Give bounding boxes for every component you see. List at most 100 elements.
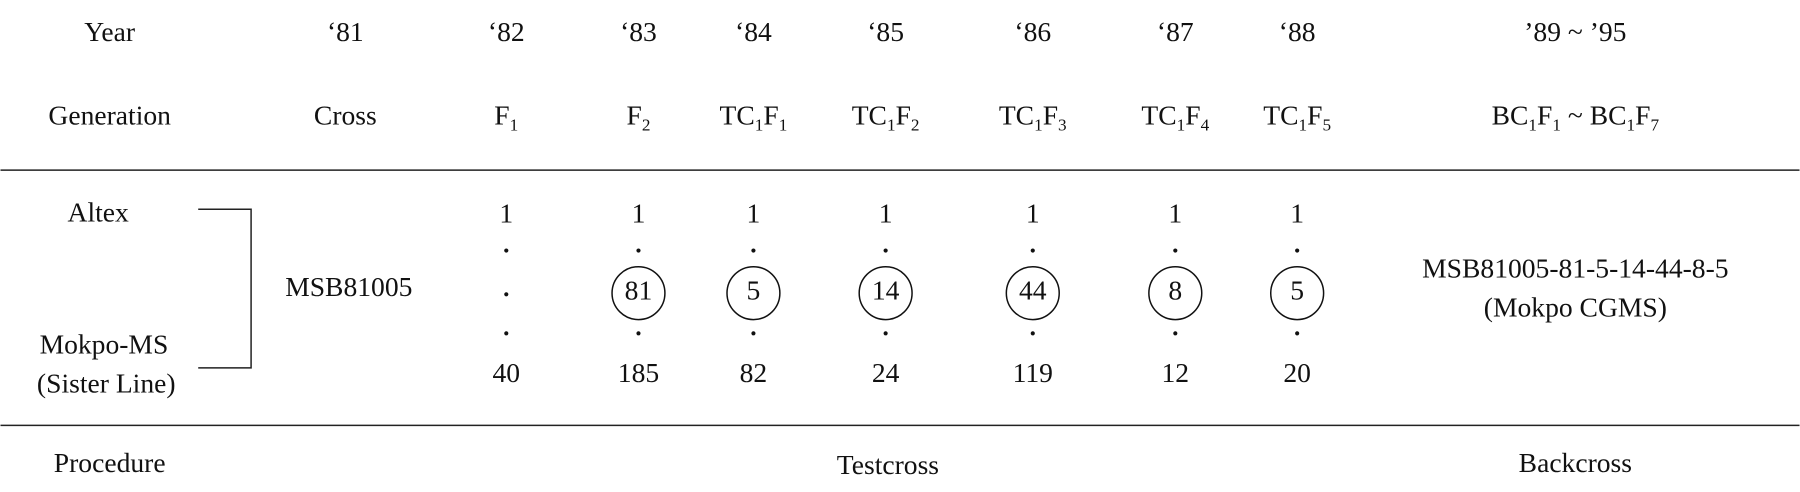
subscript: 1 [887, 115, 896, 134]
population-size: 119 [1013, 357, 1053, 388]
population-start: 1 [1026, 197, 1040, 228]
population-start: 1 [1168, 197, 1182, 228]
selected-line: 5 [747, 274, 761, 305]
selection-ring [1148, 265, 1203, 321]
year: ‘83 [620, 16, 657, 47]
generation-text: F [1537, 100, 1552, 131]
selection-ring [726, 265, 781, 321]
row-label: Generation [48, 100, 171, 131]
generation: TC1F2 [852, 100, 920, 135]
row-label: Year [84, 16, 135, 47]
generation-text: F [763, 100, 778, 131]
population-start: 1 [747, 197, 761, 228]
dot [1295, 248, 1300, 253]
generation-text: Cross [314, 100, 377, 131]
subscript: 1 [1298, 115, 1307, 134]
population-size: 24 [872, 357, 900, 388]
generation-text: F [896, 100, 911, 131]
selected-line: 14 [872, 274, 900, 305]
dot [504, 248, 509, 253]
generation-text: TC [1141, 100, 1176, 131]
generation: BC1F1 ~ BC1F7 [1492, 100, 1660, 135]
parent: (Sister Line) [37, 368, 176, 399]
generation: TC1F5 [1263, 100, 1331, 135]
procedure: Backcross [1519, 447, 1632, 478]
dot [883, 248, 888, 253]
generation: F2 [626, 100, 650, 135]
procedure: Testcross [837, 449, 939, 480]
dot [1295, 331, 1300, 336]
selected-line: 5 [1290, 274, 1304, 305]
subscript: 1 [1552, 115, 1561, 134]
generation: TC1F3 [999, 100, 1067, 135]
population-size: 82 [740, 357, 768, 388]
generation-text: TC [999, 100, 1034, 131]
year: ’89 ~ ’95 [1524, 16, 1626, 47]
selection-ring [1269, 265, 1325, 321]
generation-text: F [1307, 100, 1322, 131]
subscript: 3 [1058, 115, 1067, 134]
population-start: 1 [1290, 197, 1304, 228]
selected-line: 44 [1019, 274, 1047, 305]
dot [1030, 331, 1035, 336]
cross-bracket [198, 208, 252, 369]
population-start: 1 [632, 197, 646, 228]
year: ‘84 [735, 16, 772, 47]
generation-text: BC [1492, 100, 1529, 131]
dot [1030, 248, 1035, 253]
year: ‘85 [867, 16, 904, 47]
subscript: 1 [779, 115, 788, 134]
subscript: 1 [1034, 115, 1043, 134]
generation: Cross [314, 100, 377, 131]
dot [751, 248, 756, 253]
generation-text: F [1185, 100, 1200, 131]
year: ‘88 [1279, 16, 1316, 47]
year: ‘82 [488, 16, 525, 47]
parent: Mokpo-MS [40, 328, 169, 359]
dot [883, 331, 888, 336]
generation: F1 [494, 100, 518, 135]
selection-ring [858, 265, 913, 321]
year: ‘87 [1157, 16, 1194, 47]
generation-text: F [494, 100, 509, 131]
generation-text: ~ BC [1561, 100, 1626, 131]
subscript: 1 [510, 115, 519, 134]
subscript: 1 [755, 115, 764, 134]
subscript: 1 [1528, 115, 1537, 134]
generation-text: TC [852, 100, 887, 131]
dot [636, 248, 641, 253]
year: ‘81 [327, 16, 364, 47]
subscript: 1 [1626, 115, 1635, 134]
subscript: 2 [911, 115, 920, 134]
population-size: 20 [1283, 357, 1311, 388]
subscript: 5 [1322, 115, 1331, 134]
result: (Mokpo CGMS) [1484, 292, 1667, 323]
subscript: 4 [1201, 115, 1210, 134]
cross-name: MSB81005 [285, 271, 412, 302]
population-size: 40 [492, 357, 520, 388]
population-size: 185 [618, 357, 659, 388]
subscript: 1 [1177, 115, 1186, 134]
row-label: Procedure [54, 447, 166, 478]
population-start: 1 [499, 197, 513, 228]
population-size: 12 [1162, 357, 1190, 388]
dot [1173, 331, 1178, 336]
generation-text: F [1043, 100, 1058, 131]
dot [504, 331, 509, 336]
year: ‘86 [1014, 16, 1051, 47]
parent: Altex [68, 196, 129, 227]
subscript: 2 [642, 115, 651, 134]
generation: TC1F1 [720, 100, 788, 135]
generation-text: TC [720, 100, 755, 131]
dot [504, 292, 509, 297]
dot [636, 331, 641, 336]
generation-text: F [1635, 100, 1650, 131]
selected-line: 8 [1168, 274, 1182, 305]
generation-text: TC [1263, 100, 1298, 131]
result: MSB81005-81-5-14-44-8-5 [1422, 253, 1728, 284]
generation-text: F [626, 100, 641, 131]
dot [751, 331, 756, 336]
generation: TC1F4 [1141, 100, 1209, 135]
